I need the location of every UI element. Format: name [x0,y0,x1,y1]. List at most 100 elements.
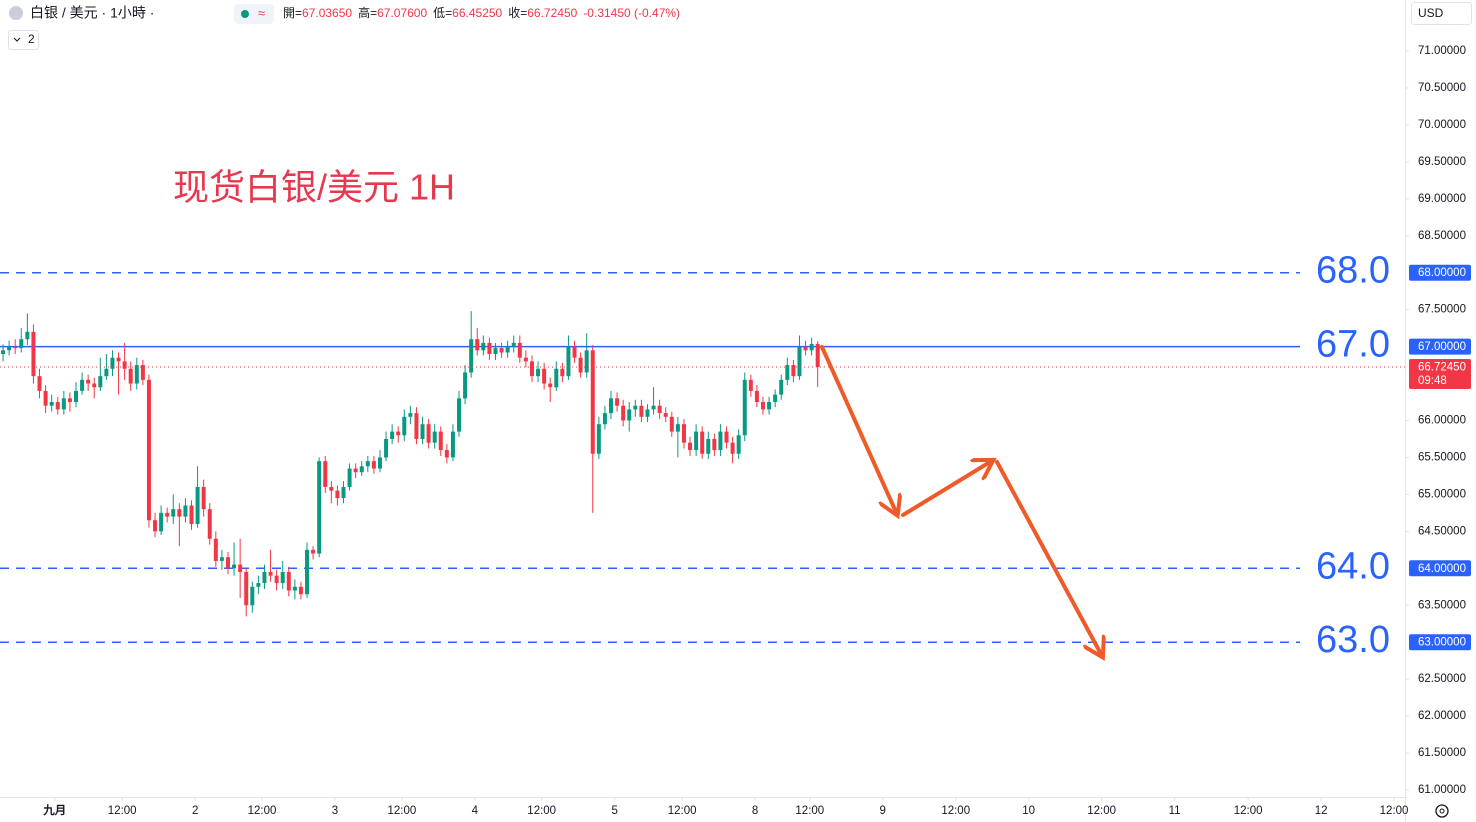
y-tick-label: 65.50000 [1418,451,1466,463]
candle-body [13,346,18,349]
x-tick-label: 10 [1022,805,1035,817]
change: -0.31450 (-0.47%) [583,6,680,20]
y-tick-label: 70.50000 [1418,82,1466,94]
y-tick-label: 64.50000 [1418,525,1466,537]
arrow [820,345,896,512]
candle-body [73,390,78,403]
level-label: 67.0 [1316,324,1390,366]
candle-body [560,368,565,377]
plot: 68.0 67.0 64.0 63.0 [0,250,1405,661]
y-tick-label: 65.00000 [1418,488,1466,500]
candle-body [767,402,772,410]
candle-body [250,586,255,606]
candle-body [724,431,729,443]
level-label: 64.0 [1316,545,1390,587]
candle-body [742,379,747,436]
level-axis-label: 64.00000 [1418,563,1466,575]
candle-body [134,365,139,384]
last-price-box [1409,358,1471,389]
candle-body [414,413,419,439]
candle-body [505,346,510,353]
candle-body [213,538,218,561]
currency-button[interactable] [1411,2,1472,25]
x-tick-label: 12:00 [108,805,137,817]
candle-body [177,509,182,517]
candle-body [773,394,778,403]
candle-body [219,557,224,561]
candle-body [86,379,91,384]
x-tick-label: 4 [472,805,479,817]
x-tick-label: 9 [880,805,886,817]
candle-body [529,361,534,377]
candle-body [128,368,133,384]
candle-body [609,398,614,414]
candle-body [463,372,468,399]
ohlc-value: 66.45250 [452,6,502,20]
x-tick-label: 12:00 [248,805,277,817]
candle-body [450,431,455,458]
symbol-icon [9,6,23,20]
candle-body [1,350,6,354]
y-tick-label: 61.50000 [1418,747,1466,759]
status-badge[interactable] [234,4,274,24]
x-tick-label: 12 [1315,805,1328,817]
ohlc-label: 開= [283,6,302,20]
x-tick-label: 5 [611,805,617,817]
candle-body [104,368,109,377]
candle-body [663,413,668,417]
candle-body [49,402,54,406]
forecast-arrows [820,345,1101,654]
status-dot [241,10,249,18]
candle-body [548,383,553,388]
candle-body [712,438,717,451]
y-tick-label: 67.50000 [1418,304,1466,316]
candle-body [171,509,176,517]
x-tick-label: 2 [192,805,198,817]
level-axis-box [1409,264,1471,281]
candle-body [25,331,30,340]
currency: USD [1418,6,1444,20]
candle-body [225,557,230,569]
x-tick-label: 3 [332,805,338,817]
candle-body [639,405,644,417]
badge: ≈ [258,5,265,20]
candle-body [365,461,370,467]
indicator-toggle[interactable] [8,30,39,50]
candle-body [110,357,115,369]
candle-body [183,505,188,517]
candle-body [347,468,352,488]
y-tick-label: 69.00000 [1418,193,1466,205]
level-axis-label: 67.00000 [1418,341,1466,353]
candle-body [602,413,607,425]
y-tick-label: 63.50000 [1418,599,1466,611]
level-axis-label: 63.00000 [1418,637,1466,649]
candle-body [700,431,705,454]
candle-body [803,346,808,351]
candle-body [694,431,699,451]
candle-body [554,368,559,388]
candle-body [122,361,127,369]
y-tick-label: 69.50000 [1418,156,1466,168]
candle-body [31,331,36,377]
settings-icon[interactable] [1435,804,1449,818]
candle-body [238,564,243,572]
candle-body [317,461,322,554]
candle-body [475,339,480,351]
candle-body [736,435,741,454]
settings-icon-center [1439,808,1445,814]
candle-body [657,405,662,414]
candle-body [268,571,273,576]
candle-body [615,398,620,406]
y-tick-label: 66.00000 [1418,415,1466,427]
ohlc-value: 67.03650 [302,6,352,20]
candle-body [596,424,601,454]
candle-body [511,342,516,347]
candle-body [244,571,249,606]
ohlc-value: 66.72450 [527,6,577,20]
candle-body [499,348,504,353]
candle-body [633,405,638,410]
symbol[interactable]: 白银 / 美元 · 1小時 · [30,5,154,21]
x-tick-label: 12:00 [387,805,416,817]
